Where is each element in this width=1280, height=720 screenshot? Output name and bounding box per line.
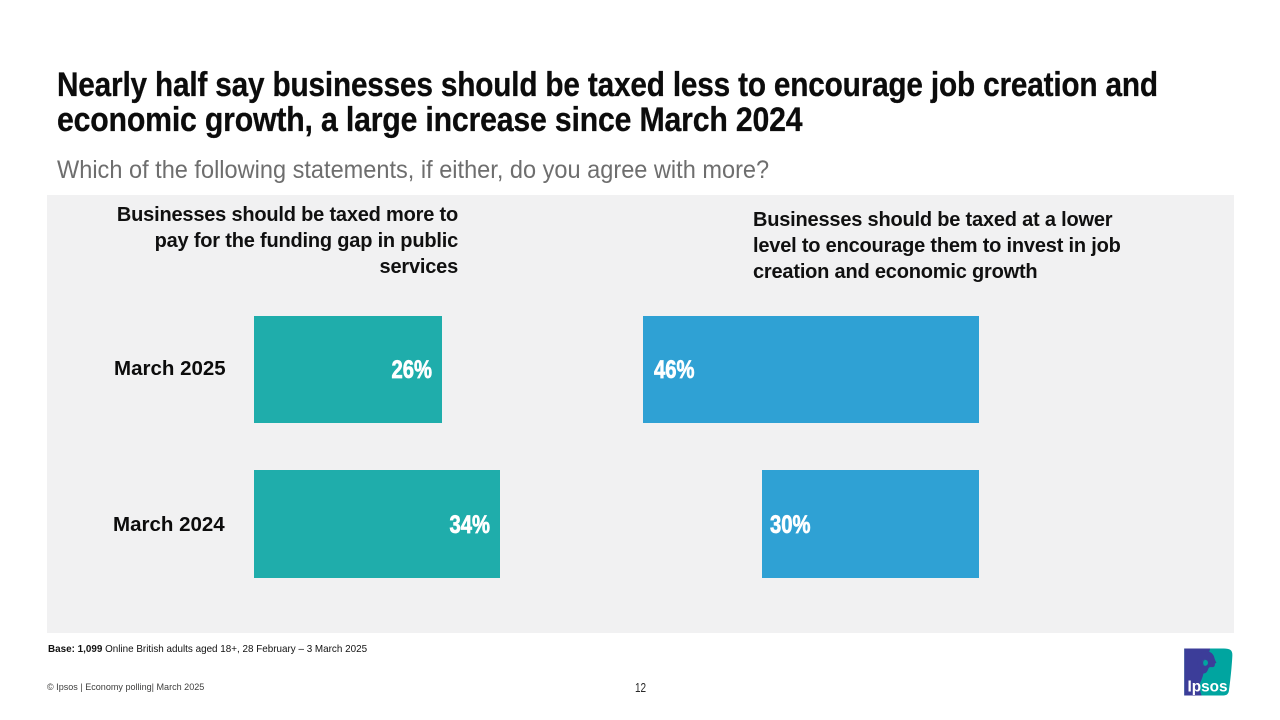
svg-text:Ipsos: Ipsos bbox=[1187, 678, 1227, 695]
